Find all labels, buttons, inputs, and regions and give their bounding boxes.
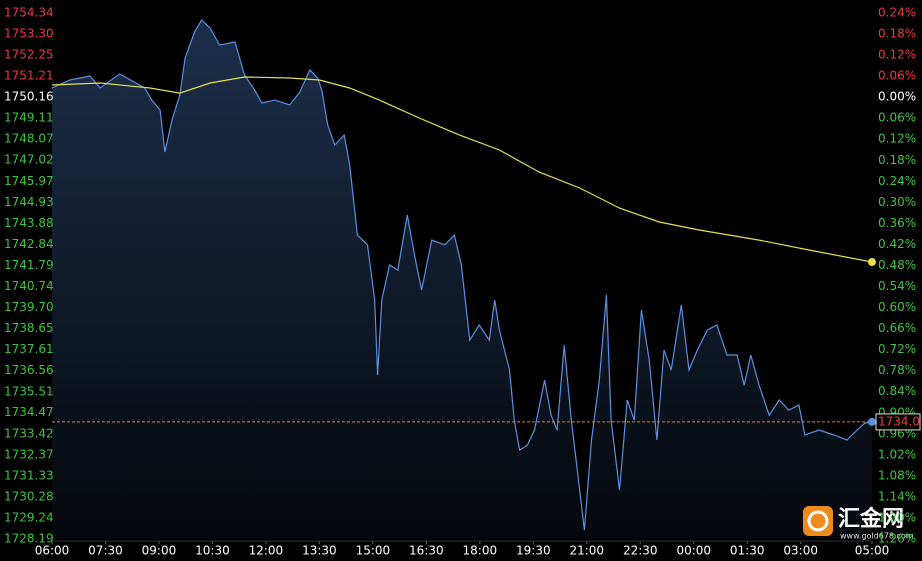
y-tick-label: 1750.16 (4, 90, 54, 104)
y-tick-label: 1737.61 (4, 342, 54, 356)
x-tick-label: 07:30 (88, 544, 123, 558)
y-tick-label: 1753.30 (4, 26, 54, 40)
x-tick-label: 15:00 (356, 544, 391, 558)
y2-tick-label: 0.78% (878, 363, 916, 377)
y2-tick-label: 0.12% (878, 48, 916, 62)
x-tick-label: 13:30 (302, 544, 337, 558)
x-tick-label: 22:30 (623, 544, 658, 558)
y-tick-label: 1731.33 (4, 468, 54, 482)
y2-tick-label: 0.00% (878, 90, 916, 104)
y2-tick-label: 0.18% (878, 27, 916, 41)
logo-ring (807, 510, 829, 532)
y-tick-label: 1752.25 (4, 48, 54, 62)
y2-tick-label: 0.84% (878, 384, 916, 398)
y-tick-label: 1742.84 (4, 237, 54, 251)
x-tick-label: 18:00 (463, 544, 498, 558)
watermark-url: www.gold678.com (840, 532, 914, 541)
y2-tick-label: 0.06% (878, 69, 916, 83)
y2-tick-label: 0.60% (878, 300, 916, 314)
y2-tick-label: 0.48% (878, 258, 916, 272)
y-tick-label: 1732.37 (4, 447, 54, 461)
y-tick-label: 1738.65 (4, 321, 54, 335)
y2-tick-label: 0.24% (878, 174, 916, 188)
y-tick-label: 1739.70 (4, 300, 54, 314)
y-tick-label: 1740.74 (4, 279, 54, 293)
y2-tick-label: 1.20% (878, 510, 916, 524)
x-tick-label: 09:00 (142, 544, 177, 558)
y-tick-label: 1730.28 (4, 489, 54, 503)
y2-tick-label: 0.72% (878, 342, 916, 356)
y-tick-label: 1751.21 (4, 68, 54, 82)
y2-tick-label: 0.06% (878, 111, 916, 125)
y-tick-label: 1736.56 (4, 363, 54, 377)
price-line (51, 19, 873, 531)
y2-tick-label: 1.08% (878, 468, 916, 482)
last-price-label: 1734.01 (878, 414, 922, 428)
x-tick-label: 03:00 (783, 544, 818, 558)
y2-tick-label: 1.02% (878, 447, 916, 461)
x-tick-label: 06:00 (35, 544, 70, 558)
y-tick-label: 1728.19 (4, 532, 54, 546)
y-tick-label: 1733.42 (4, 426, 54, 440)
y-tick-label: 1735.51 (4, 384, 54, 398)
y2-tick-label: 1.26% (878, 532, 916, 546)
y-tick-label: 1749.11 (4, 111, 54, 125)
logo-icon (803, 506, 833, 536)
last-point (868, 417, 876, 426)
y-tick-label: 1748.07 (4, 132, 54, 146)
y-tick-label: 1734.47 (4, 405, 54, 419)
last-price-box (875, 413, 921, 431)
x-tick-label: 01:30 (730, 544, 765, 558)
y2-tick-label: 1.14% (878, 489, 916, 503)
average-line (51, 76, 873, 263)
x-tick-label: 21:00 (569, 544, 604, 558)
y-tick-label: 1741.79 (4, 258, 54, 272)
y2-tick-label: 0.54% (878, 279, 916, 293)
y2-tick-label: 0.66% (878, 321, 916, 335)
y-tick-label: 1754.34 (4, 6, 54, 20)
y2-tick-label: 0.24% (878, 6, 916, 20)
y2-tick-label: 0.36% (878, 216, 916, 230)
x-tick-label: 05:00 (855, 544, 890, 558)
x-tick-label: 19:30 (516, 544, 551, 558)
y-tick-label: 1747.02 (4, 153, 54, 167)
x-tick-label: 00:00 (676, 544, 711, 558)
y2-tick-label: 0.30% (878, 195, 916, 209)
x-tick-label: 16:30 (409, 544, 444, 558)
y-tick-label: 1745.97 (4, 174, 54, 188)
y2-tick-label: 0.12% (878, 132, 916, 146)
price-area (52, 20, 872, 539)
last-point (868, 258, 876, 267)
y2-tick-label: 0.42% (878, 237, 916, 251)
y-tick-label: 1744.93 (4, 195, 54, 209)
x-tick-label: 12:00 (249, 544, 284, 558)
y-tick-label: 1743.88 (4, 216, 54, 230)
watermark-title: 汇金网 (838, 506, 904, 532)
y2-tick-label: 0.18% (878, 153, 916, 167)
y-tick-label: 1729.24 (4, 510, 54, 524)
x-tick-label: 10:30 (195, 544, 230, 558)
